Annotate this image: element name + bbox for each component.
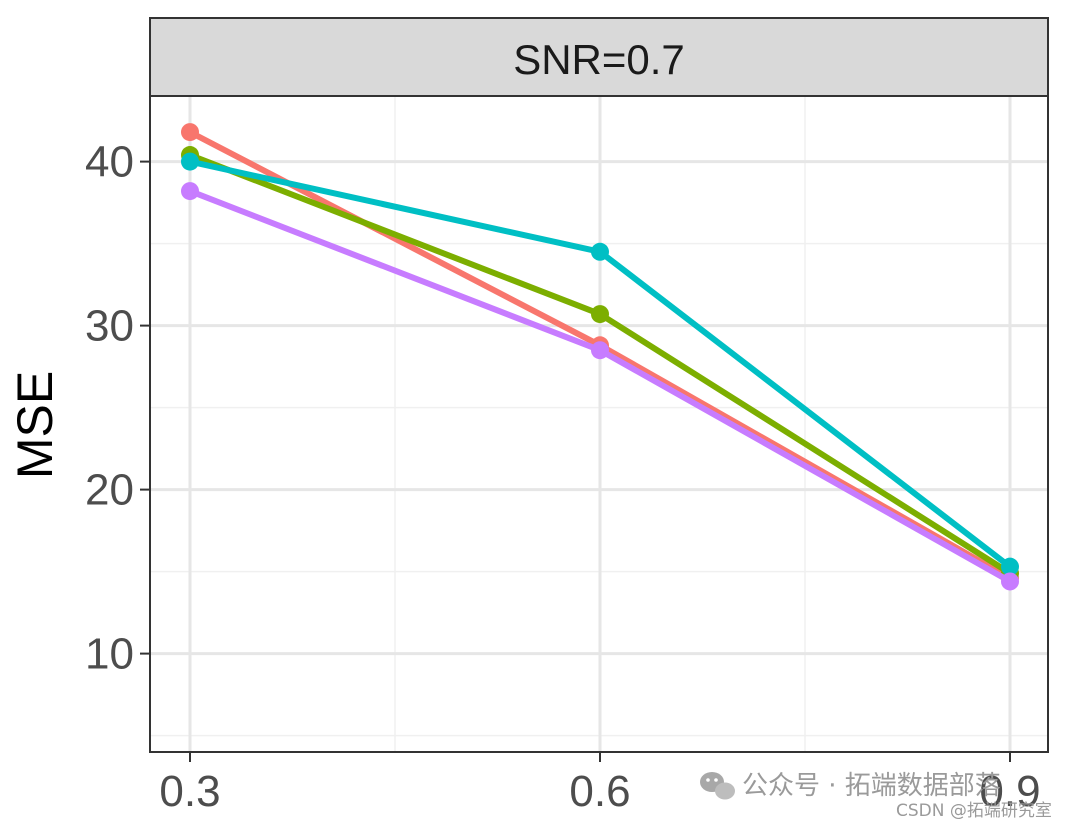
watermark-line1: 公众号 · 拓端数据部落 (742, 771, 1001, 801)
grid (150, 96, 1048, 752)
y-tick-label: 40 (85, 138, 134, 187)
y-axis-title: MSE (7, 371, 63, 479)
series-layer (181, 123, 1019, 591)
series-2-point (591, 305, 609, 324)
series-3-point (181, 152, 199, 171)
x-tick-label: 0.9 (979, 767, 1040, 816)
series-3-point (591, 242, 609, 261)
series-1-point (181, 123, 199, 142)
watermark-line2: CSDN @拓端研究室 (896, 801, 1052, 821)
y-tick-label: 10 (85, 630, 134, 679)
y-tick-label: 20 (85, 466, 134, 515)
facet-strip (149, 17, 1049, 97)
series-4-point (181, 182, 199, 201)
watermark: 公众号 · 拓端数据部落 CSDN @拓端研究室 (700, 771, 1052, 821)
axis-ticks: 10 20 30 40 0.3 0.6 0.9 (85, 138, 1041, 816)
x-tick-label: 0.6 (569, 767, 630, 816)
series-4-point (591, 341, 609, 360)
x-tick-label: 0.3 (159, 767, 220, 816)
wechat-icon (700, 772, 735, 800)
series-3-point (1001, 557, 1019, 576)
series-4-point (1001, 572, 1019, 591)
y-tick-label: 30 (85, 302, 134, 351)
facet-strip-label: SNR=0.7 (513, 36, 685, 83)
